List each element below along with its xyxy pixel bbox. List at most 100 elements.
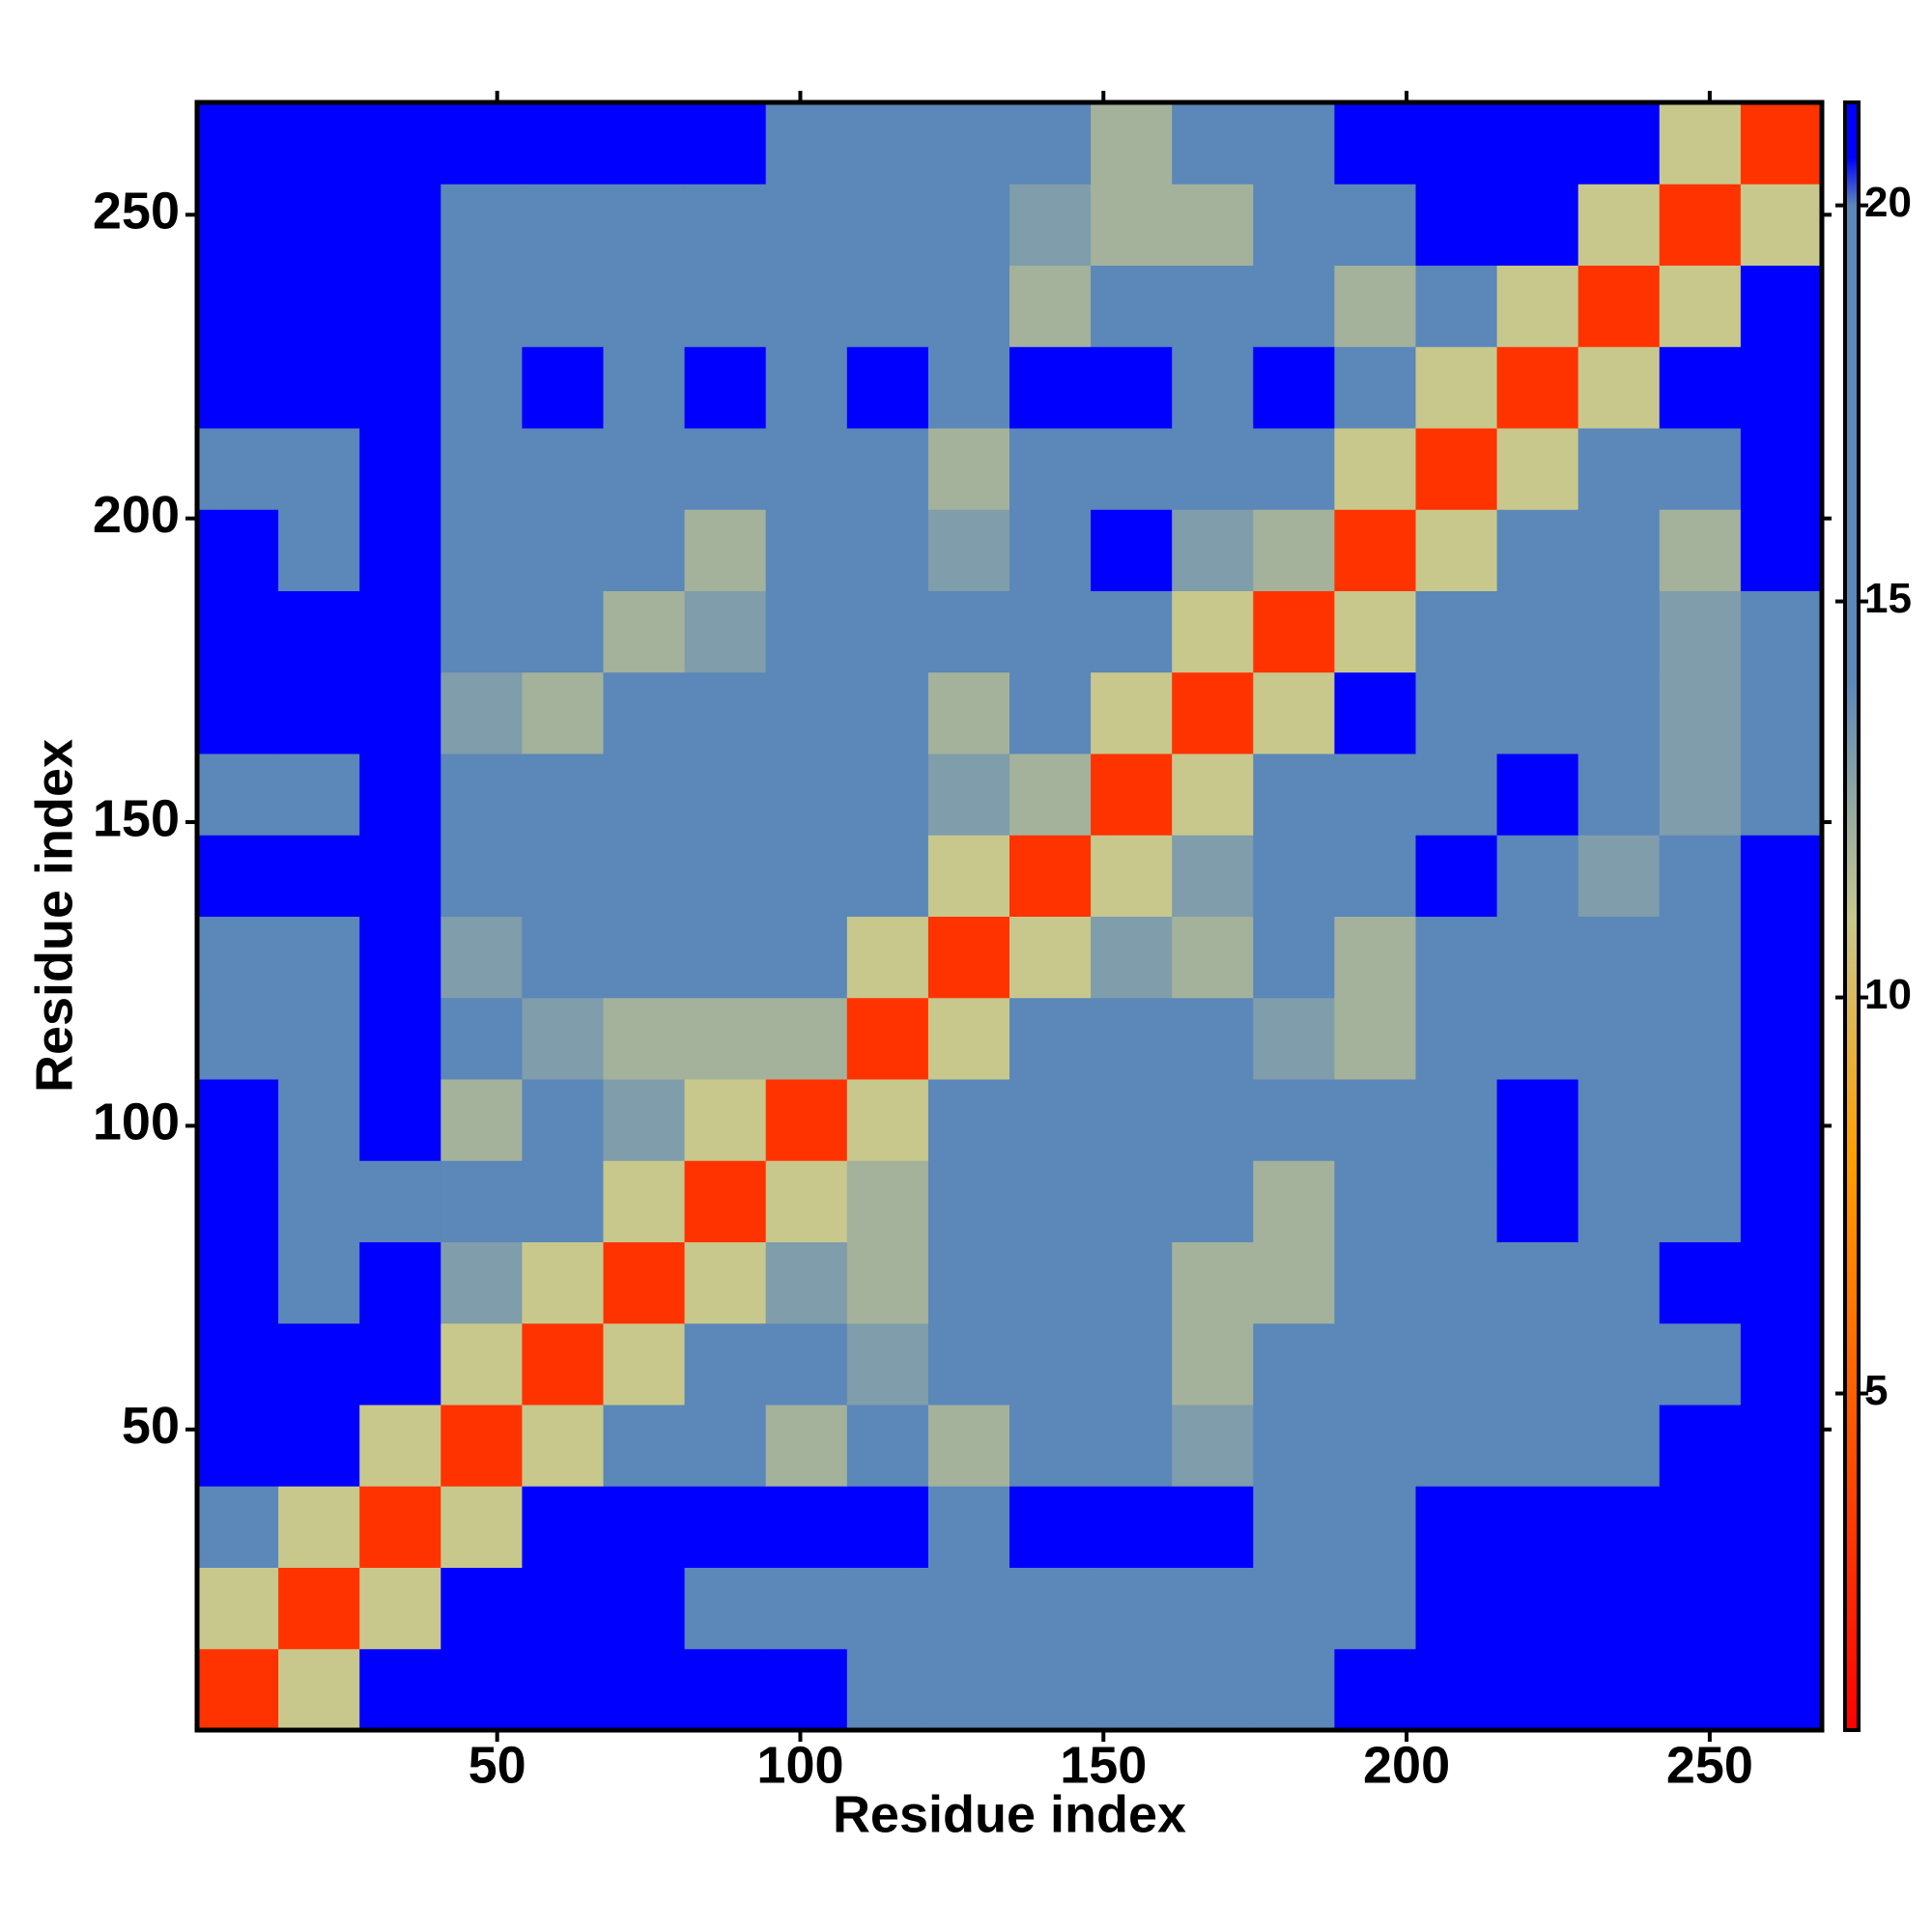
heatmap-cell [197, 1648, 279, 1731]
heatmap-cell [846, 1079, 929, 1161]
heatmap-cell [1009, 916, 1092, 999]
heatmap-cell [278, 1241, 360, 1324]
heatmap-cell [1415, 1567, 1498, 1650]
heatmap-cell [1496, 835, 1579, 917]
heatmap-cell [440, 1405, 523, 1487]
heatmap-cell [1253, 1079, 1335, 1161]
heatmap-cell [1496, 1405, 1579, 1487]
heatmap-cell [278, 265, 360, 348]
heatmap-cell [278, 346, 360, 429]
heatmap-cell [684, 184, 767, 266]
x-tick-label: 200 [1363, 1736, 1450, 1794]
heatmap-cell [765, 916, 848, 999]
heatmap-cell [359, 916, 441, 999]
heatmap-cell [197, 835, 279, 917]
heatmap-cell [197, 1241, 279, 1324]
heatmap-cell [1172, 1405, 1254, 1487]
heatmap-cell [1659, 1322, 1742, 1406]
heatmap-cell [684, 590, 767, 673]
heatmap-cell [440, 346, 523, 429]
heatmap-cell [197, 1079, 279, 1161]
heatmap-cell [440, 1648, 523, 1731]
heatmap-cell [1577, 1567, 1661, 1650]
heatmap-cell [1334, 1648, 1416, 1731]
heatmap-cell [1091, 265, 1173, 348]
heatmap-cell [684, 265, 767, 348]
heatmap-cell [359, 1160, 441, 1242]
heatmap-cell [765, 509, 848, 591]
heatmap-cell [522, 1567, 604, 1650]
heatmap-cell [1415, 1648, 1498, 1731]
heatmap-cell [1740, 753, 1823, 836]
heatmap-cell [684, 1322, 767, 1406]
y-tick-label: 250 [93, 183, 180, 241]
heatmap-cell [1659, 1567, 1742, 1650]
heatmap-cell [603, 346, 686, 429]
heatmap-cell [1091, 590, 1173, 673]
heatmap-cell [1740, 1079, 1823, 1161]
heatmap-cell [359, 1079, 441, 1161]
heatmap-cell [603, 916, 686, 999]
heatmap-cell [1172, 835, 1254, 917]
heatmap-cell [1253, 1648, 1335, 1731]
heatmap-cell [684, 428, 767, 510]
heatmap-cell [1334, 1241, 1416, 1324]
heatmap-cell [846, 753, 929, 836]
heatmap-cell [1009, 184, 1092, 266]
heatmap-cell [765, 1486, 848, 1568]
heatmap-cell [1577, 835, 1661, 917]
heatmap-cell [440, 835, 523, 917]
heatmap-cell [1253, 916, 1335, 999]
heatmap-cell [1415, 590, 1498, 673]
heatmap-cell [1091, 1079, 1173, 1161]
heatmap-cell [440, 916, 523, 999]
heatmap-cell [927, 102, 1010, 185]
heatmap-cell [278, 1322, 360, 1406]
heatmap-cell [1577, 428, 1661, 510]
heatmap-cell [1577, 1241, 1661, 1324]
heatmap-cell [1091, 1322, 1173, 1406]
heatmap-cell [1740, 1322, 1823, 1406]
heatmap-cell [1577, 265, 1661, 348]
heatmap-cell [927, 1241, 1010, 1324]
heatmap-cell [846, 835, 929, 917]
heatmap-cell [197, 1486, 279, 1568]
heatmap-cell [927, 1486, 1010, 1568]
heatmap-cell [1496, 346, 1579, 429]
heatmap-cell [927, 346, 1010, 429]
heatmap-cell [1577, 916, 1661, 999]
colorbar-tick-label: 20 [1864, 179, 1912, 226]
heatmap-cell [1009, 753, 1092, 836]
heatmap-cell [1577, 1079, 1661, 1161]
heatmap-cell [1172, 1079, 1254, 1161]
heatmap-cell [278, 102, 360, 185]
heatmap-cell [1172, 184, 1254, 266]
heatmap-cell [684, 671, 767, 754]
x-axis-title: Residue index [833, 1785, 1186, 1843]
heatmap-cell [1577, 1160, 1661, 1242]
heatmap-cell [1740, 1405, 1823, 1487]
heatmap-cell [1496, 916, 1579, 999]
heatmap-cell [1415, 102, 1498, 185]
heatmap-cell [1415, 428, 1498, 510]
heatmap-cell [1334, 184, 1416, 266]
heatmap-cell [1740, 1648, 1823, 1731]
heatmap-cell [1740, 346, 1823, 429]
heatmap-cell [1172, 997, 1254, 1080]
heatmap-cell [765, 1079, 848, 1161]
x-tick-label: 150 [1060, 1736, 1147, 1794]
heatmap-cell [522, 590, 604, 673]
heatmap-cell [1415, 346, 1498, 429]
heatmap-cell [1172, 265, 1254, 348]
heatmap-cell [522, 1322, 604, 1406]
heatmap-cell [684, 1160, 767, 1242]
heatmap-cell [684, 835, 767, 917]
heatmap-cell [1740, 916, 1823, 999]
heatmap-cell [1740, 1160, 1823, 1242]
heatmap-cell [1496, 1160, 1579, 1242]
heatmap-cell [1496, 509, 1579, 591]
heatmap-cell [1253, 509, 1335, 591]
heatmap-cell [197, 1322, 279, 1406]
heatmap-cell [765, 1241, 848, 1324]
heatmap-cell [1659, 509, 1742, 591]
